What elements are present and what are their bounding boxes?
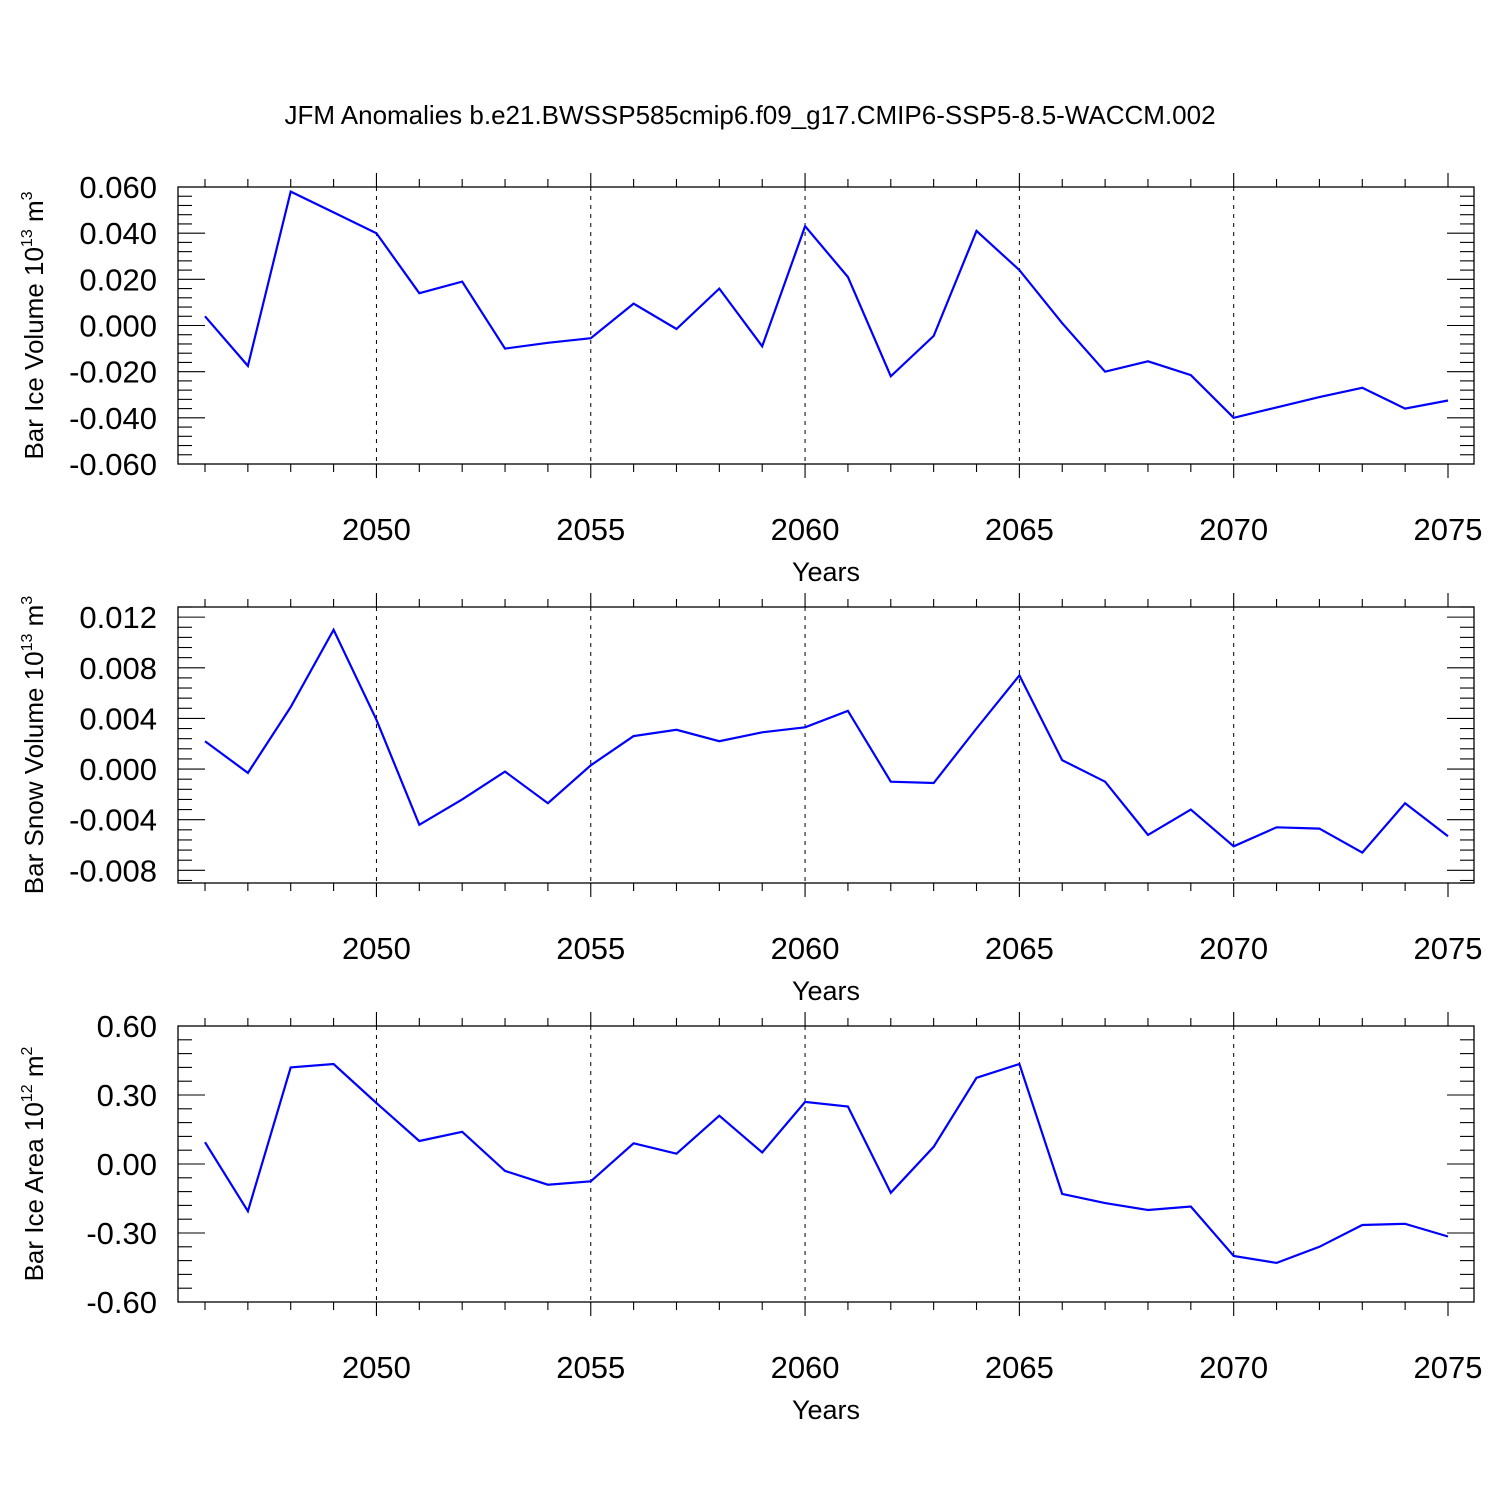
x-tick-label: 2050 (342, 1350, 411, 1385)
x-tick-label: 2050 (342, 512, 411, 547)
y-axis-label: Bar Snow Volume 1013 m3 (19, 596, 49, 895)
x-tick-label: 2075 (1414, 1350, 1483, 1385)
y-tick-label: 0.004 (79, 701, 157, 736)
y-axis-label-unit: m (19, 1055, 49, 1084)
series-line (204, 627, 1449, 854)
y-tick-label: -0.060 (69, 447, 157, 482)
y-tick-label: -0.004 (69, 803, 157, 838)
series-line (204, 1062, 1449, 1265)
y-tick-label: 0.30 (97, 1078, 157, 1113)
x-tick-label: 2070 (1199, 1350, 1268, 1385)
y-axis-label-unit: m (19, 605, 49, 634)
x-tick-label: 2060 (771, 931, 840, 966)
y-tick-label: 0.00 (97, 1147, 157, 1182)
y-tick-label: -0.30 (86, 1216, 157, 1251)
x-tick-label: 2055 (556, 512, 625, 547)
y-axis-label-text: Bar Ice Area 10 (19, 1102, 49, 1281)
y-tick-label: 0.012 (79, 600, 157, 635)
series-line (204, 190, 1449, 420)
y-axis-label-text: Bar Snow Volume 10 (19, 651, 49, 894)
x-tick-label: 2060 (771, 512, 840, 547)
y-tick-label: 0.040 (79, 216, 157, 251)
y-tick-label: 0.060 (79, 170, 157, 205)
x-axis-label: Years (792, 557, 860, 587)
y-tick-label: 0.000 (79, 309, 157, 344)
y-tick-label: -0.008 (69, 853, 157, 888)
x-axis-label: Years (792, 976, 860, 1006)
y-axis-label-exponent: 13 (19, 229, 36, 247)
y-tick-label: 0.000 (79, 752, 157, 787)
x-tick-label: 2060 (771, 1350, 840, 1385)
y-axis-label: Bar Ice Area 1012 m2 (19, 1046, 49, 1281)
x-axis-label: Years (792, 1395, 860, 1425)
y-axis-label-unit-exponent: 2 (19, 1046, 36, 1055)
x-tick-label: 2075 (1414, 512, 1483, 547)
y-axis-label-exponent: 13 (19, 633, 36, 651)
y-tick-label: -0.60 (86, 1285, 157, 1320)
y-axis-label: Bar Ice Volume 1013 m3 (19, 191, 49, 459)
y-axis-label-unit-exponent: 3 (19, 191, 36, 200)
y-tick-label: -0.040 (69, 401, 157, 436)
x-tick-label: 2065 (985, 931, 1054, 966)
x-tick-label: 2050 (342, 931, 411, 966)
x-tick-label: 2070 (1199, 931, 1268, 966)
x-tick-label: 2055 (556, 1350, 625, 1385)
plot-frame (177, 186, 1475, 465)
snow-volume-panel: -0.008 -0.004 0.000 0.004 0.008 0.012 2050 2055… (19, 593, 1482, 1006)
y-tick-label: 0.008 (79, 651, 157, 686)
y-axis-label-exponent: 12 (19, 1084, 36, 1102)
y-tick-label: -0.020 (69, 355, 157, 390)
y-axis-label-text: Bar Ice Volume 10 (19, 247, 49, 459)
y-tick-label: 0.60 (97, 1009, 157, 1044)
y-tick-label: 0.020 (79, 262, 157, 297)
x-tick-label: 2075 (1414, 931, 1483, 966)
y-axis-label-unit-exponent: 3 (19, 596, 36, 605)
ice-volume-panel: -0.060 -0.040 -0.020 0.000 0.020 0.040 0.060 20… (19, 170, 1482, 587)
x-tick-label: 2070 (1199, 512, 1268, 547)
y-axis-label-unit: m (19, 200, 49, 229)
x-tick-label: 2055 (556, 931, 625, 966)
plot-frame (177, 606, 1475, 884)
x-tick-label: 2065 (985, 512, 1054, 547)
x-tick-label: 2065 (985, 1350, 1054, 1385)
ice-area-panel: -0.60 -0.30 0.00 0.30 0.60 2050 2055 2060 2065 20… (19, 1009, 1482, 1425)
figure-title: JFM Anomalies b.e21.BWSSP585cmip6.f09_g1… (284, 100, 1215, 130)
